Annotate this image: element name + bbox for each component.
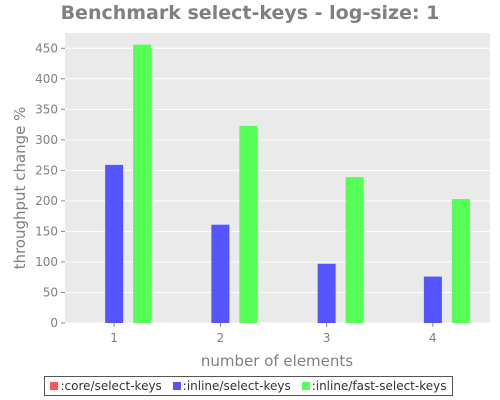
bar-series-2-category-4 xyxy=(423,276,442,323)
x-axis-ticks: 1 2 3 4 xyxy=(110,323,437,345)
y-tick-label: 200 xyxy=(35,194,58,208)
x-tick-label: 4 xyxy=(429,331,437,345)
legend-label: :core/select-keys xyxy=(60,379,162,393)
bar-series-3-category-4 xyxy=(451,199,470,323)
legend: :core/select-keys :inline/select-keys :inl… xyxy=(44,376,453,396)
y-tick-label: 150 xyxy=(35,224,58,238)
y-axis-label: throughput change % xyxy=(11,107,29,270)
y-tick-label: 450 xyxy=(35,41,58,55)
bars xyxy=(105,44,470,323)
x-tick-label: 1 xyxy=(110,331,118,345)
y-tick-label: 400 xyxy=(35,72,58,86)
legend-label: :inline/fast-select-keys xyxy=(311,379,447,393)
bar-series-3-category-1 xyxy=(133,44,152,323)
chart-title: Benchmark select-keys - log-size: 1 xyxy=(60,2,440,24)
bar-series-3-category-2 xyxy=(239,125,258,323)
x-tick-label: 3 xyxy=(323,331,331,345)
y-tick-label: 50 xyxy=(43,285,58,299)
legend-item: :inline/fast-select-keys xyxy=(301,379,447,393)
bar-series-2-category-1 xyxy=(105,164,124,323)
x-axis-label: number of elements xyxy=(201,352,353,370)
y-tick-label: 100 xyxy=(35,255,58,269)
legend-swatch xyxy=(301,382,310,390)
y-tick-label: 250 xyxy=(35,163,58,177)
y-tick-label: 350 xyxy=(35,102,58,116)
y-axis-ticks: 0 50 100 150 200 250 300 350 400 450 xyxy=(35,41,65,330)
y-tick-label: 300 xyxy=(35,133,58,147)
legend-swatch xyxy=(172,382,181,390)
bar-series-2-category-3 xyxy=(317,263,336,323)
bar-series-2-category-2 xyxy=(211,224,230,323)
bar-series-3-category-3 xyxy=(345,177,364,323)
x-tick-label: 2 xyxy=(217,331,225,345)
legend-label: :inline/select-keys xyxy=(182,379,291,393)
legend-swatch xyxy=(50,382,59,390)
y-tick-label: 0 xyxy=(50,316,58,330)
legend-item: :inline/select-keys xyxy=(172,379,291,393)
legend-item: :core/select-keys xyxy=(50,379,162,393)
